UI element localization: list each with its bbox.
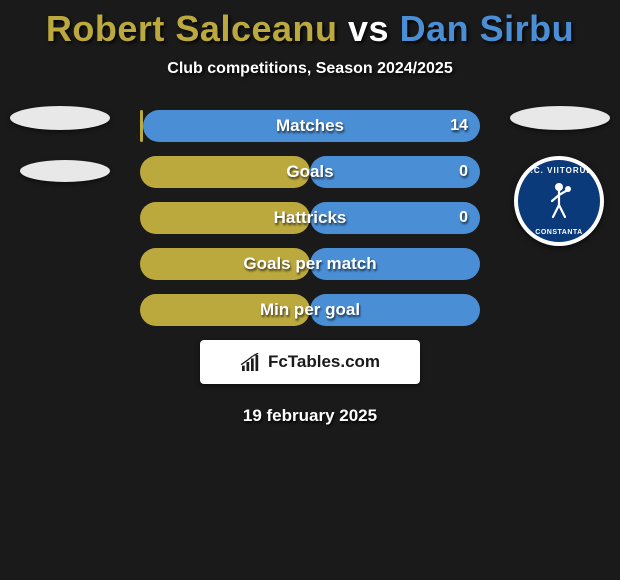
club-figure-icon (544, 181, 574, 221)
player2-badge-area: F.C. VIITORUL CONSTANTA (510, 106, 610, 206)
placeholder-ellipse-icon (20, 160, 110, 182)
bar-chart-icon (240, 353, 262, 371)
player1-badge-placeholder (10, 106, 110, 206)
placeholder-ellipse-icon (10, 106, 110, 130)
site-logo: FcTables.com (200, 340, 420, 384)
bar-label: Goals per match (140, 248, 480, 280)
date-text: 19 february 2025 (0, 406, 620, 426)
page-title: Robert Salceanu vs Dan Sirbu (0, 0, 620, 50)
bar-label: Hattricks (140, 202, 480, 234)
bar-label: Matches (140, 110, 480, 142)
subtitle: Club competitions, Season 2024/2025 (0, 60, 620, 78)
comparison-chart: F.C. VIITORUL CONSTANTA Matches14Goals0H… (0, 110, 620, 326)
bar-value-right: 0 (459, 156, 468, 188)
bar-label: Goals (140, 156, 480, 188)
stat-bar-row: Matches14 (140, 110, 480, 142)
bar-value-right: 14 (450, 110, 468, 142)
bar-value-right: 0 (459, 202, 468, 234)
stat-bar-row: Goals per match (140, 248, 480, 280)
club-badge-top-text: F.C. VIITORUL (518, 166, 600, 175)
stat-bar-row: Hattricks0 (140, 202, 480, 234)
stat-bar-row: Goals0 (140, 156, 480, 188)
title-player2: Dan Sirbu (400, 8, 575, 49)
stat-bar-row: Min per goal (140, 294, 480, 326)
title-player1: Robert Salceanu (46, 8, 338, 49)
bar-label: Min per goal (140, 294, 480, 326)
placeholder-ellipse-icon (510, 106, 610, 130)
club-badge-bottom-text: CONSTANTA (518, 229, 600, 236)
club-badge: F.C. VIITORUL CONSTANTA (514, 156, 604, 246)
site-logo-text: FcTables.com (268, 352, 380, 372)
title-vs: vs (348, 8, 389, 49)
